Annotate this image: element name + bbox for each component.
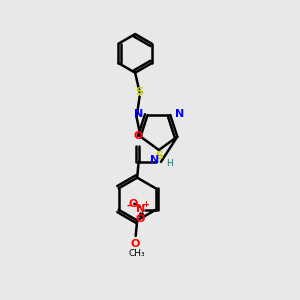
Text: O: O — [131, 239, 140, 250]
Text: N: N — [175, 109, 184, 118]
Text: N: N — [150, 155, 160, 165]
Text: O: O — [129, 199, 138, 209]
Text: S: S — [155, 152, 163, 161]
Text: N: N — [136, 204, 145, 214]
Text: +: + — [142, 200, 149, 209]
Text: N: N — [134, 109, 143, 118]
Text: S: S — [136, 87, 144, 97]
Text: CH₃: CH₃ — [129, 249, 146, 258]
Text: O: O — [134, 131, 143, 141]
Text: -: - — [126, 201, 130, 211]
Text: H: H — [166, 159, 173, 168]
Text: O: O — [136, 214, 145, 224]
